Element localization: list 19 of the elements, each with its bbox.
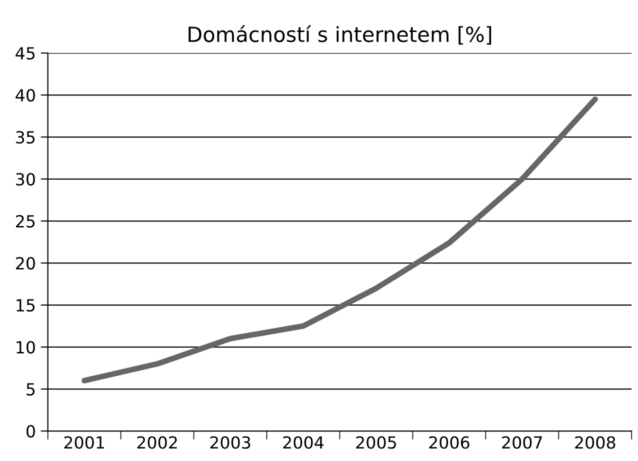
y-tick-label: 30	[16, 172, 35, 186]
y-tick-label: 5	[26, 383, 35, 396]
x-tick-label: 2007	[502, 436, 542, 449]
x-tick-label: 2006	[429, 436, 470, 449]
y-tick-label: 40	[16, 88, 35, 102]
x-tick-label: 2001	[64, 436, 104, 449]
y-tick-label: 35	[16, 130, 35, 144]
x-tick-label: 2008	[575, 436, 616, 449]
x-tick-label: 2004	[283, 436, 324, 449]
x-tick-label: 2003	[210, 436, 250, 449]
chart-title: Domácností s internetem [%]	[188, 25, 492, 45]
y-tick-label: 0	[26, 424, 35, 438]
y-tick-label: 10	[16, 340, 35, 354]
y-tick-label: 20	[16, 256, 35, 270]
y-tick-label: 15	[16, 299, 35, 312]
y-tick-label: 45	[16, 47, 35, 60]
x-tick-label: 2005	[356, 436, 396, 449]
y-tick-label: 25	[16, 214, 35, 228]
x-tick-label: 2002	[137, 436, 177, 449]
